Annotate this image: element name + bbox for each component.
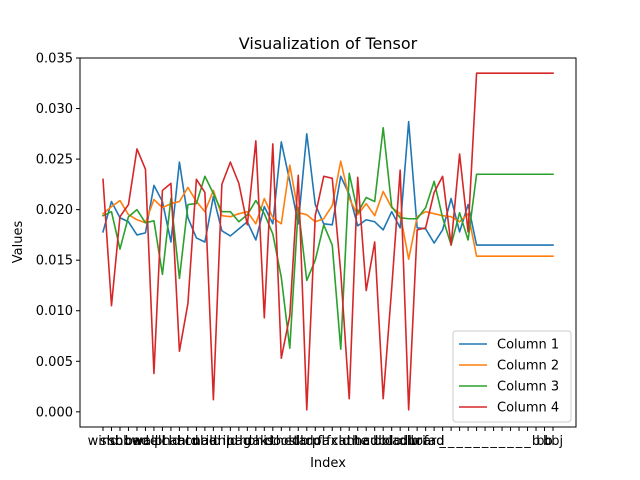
y-tick-label: 0.010 xyxy=(36,304,73,319)
x-tick-label: ard xyxy=(177,434,198,449)
plot-area xyxy=(101,72,554,411)
y-tick-label: 0.035 xyxy=(36,52,73,67)
x-tick-label: ph xyxy=(154,434,171,449)
x-tick-label: _ xyxy=(481,434,489,449)
x-tick-label: cld xyxy=(331,434,350,449)
x-tick-label: _ xyxy=(472,434,480,449)
x-tick-label: ahl xyxy=(170,434,190,449)
legend-box xyxy=(452,330,572,423)
plot-frame xyxy=(79,57,577,428)
x-tick-label: hoard xyxy=(407,434,445,449)
x-tick-label: b xyxy=(532,434,540,449)
y-tick-label: 0.020 xyxy=(36,203,73,218)
x-tick-label: _ xyxy=(489,434,497,449)
y-tick-label: 0.000 xyxy=(36,405,73,420)
x-tick-label: fad xyxy=(424,434,445,449)
x-tick-label: bld xyxy=(373,434,393,449)
x-tick-label: anp xyxy=(210,434,234,449)
y-tick-label: 0.005 xyxy=(36,355,73,370)
x-axis-title: Index xyxy=(310,456,346,471)
x-tick-label: ho xyxy=(239,434,255,449)
y-tick-label: 0.015 xyxy=(36,254,73,269)
x-tick-label: the xyxy=(271,434,292,449)
x-tick-label: bad xyxy=(125,434,149,449)
legend: Column 1 Column 2 Column 3 Column 4 xyxy=(452,330,572,423)
x-tick-label: nad xyxy=(193,434,217,449)
x-tick-label: wind xyxy=(88,434,119,449)
x-tick-label: bbj xyxy=(543,434,563,449)
x-tick-label: bb xyxy=(536,434,553,449)
x-tick-label: _ xyxy=(523,434,531,449)
x-tick-label: ladl xyxy=(388,434,411,449)
x-tick-label: uri xyxy=(409,434,426,449)
x-tick-label: ild xyxy=(223,434,238,449)
x-tick-label: fa xyxy=(317,434,330,449)
x-tick-label: the xyxy=(347,434,368,449)
legend-label-4: Column 4 xyxy=(497,401,559,416)
x-tick-label: _ xyxy=(447,434,455,449)
x-tick-label: fx xyxy=(326,434,339,449)
x-tick-label: _ xyxy=(464,434,472,449)
series-line-2 xyxy=(101,160,554,260)
series-line-4 xyxy=(102,72,554,411)
x-tick-label: nag xyxy=(227,434,251,449)
x-tick-label: _ xyxy=(498,434,506,449)
legend-label-2: Column 2 xyxy=(497,359,559,374)
x-tick-label: bbw xyxy=(115,434,143,449)
x-tick-label: osl xyxy=(281,434,299,449)
x-tick-label: ant xyxy=(339,434,360,449)
legend-label-1: Column 1 xyxy=(497,338,559,353)
x-tick-label: dol xyxy=(305,434,325,449)
x-tick-label: cld xyxy=(161,434,180,449)
series-line-3 xyxy=(101,126,554,350)
x-tick-label: olo xyxy=(382,434,402,449)
x-tick-label: _ xyxy=(438,434,446,449)
x-tick-label: dak xyxy=(244,434,268,449)
x-tick-label: dib xyxy=(399,434,419,449)
x-tick-label: his xyxy=(255,434,274,449)
x-tick-label: sho xyxy=(108,434,131,449)
x-tick-label: had xyxy=(354,434,378,449)
x-tick-label: _ xyxy=(506,434,514,449)
x-axis: windshbshobbwbadwallcellphcldahlardcubna… xyxy=(88,427,563,449)
y-tick-label: 0.030 xyxy=(36,102,73,117)
x-tick-label: _ xyxy=(515,434,523,449)
x-tick-label: tarp xyxy=(293,434,320,449)
x-tick-label: wall xyxy=(133,434,159,449)
y-axis-title: Values xyxy=(11,221,26,264)
x-tick-label: _ xyxy=(455,434,463,449)
x-tick-label: cell xyxy=(143,434,165,449)
x-tick-label: do xyxy=(265,434,281,449)
chart-title: Visualization of Tensor xyxy=(239,34,418,53)
series-line-1 xyxy=(102,120,554,246)
x-tick-label: cub xyxy=(185,434,209,449)
y-tick-label: 0.025 xyxy=(36,153,73,168)
x-tick-label: ldb xyxy=(288,434,308,449)
y-axis: 0.000 0.005 0.010 0.015 0.020 0.025 0.030 0.035 xyxy=(36,52,80,420)
x-tick-label: shb xyxy=(100,434,123,449)
x-tick-label: ild xyxy=(206,434,221,449)
legend-label-3: Column 3 xyxy=(497,380,559,395)
x-tick-label: cub xyxy=(363,434,387,449)
